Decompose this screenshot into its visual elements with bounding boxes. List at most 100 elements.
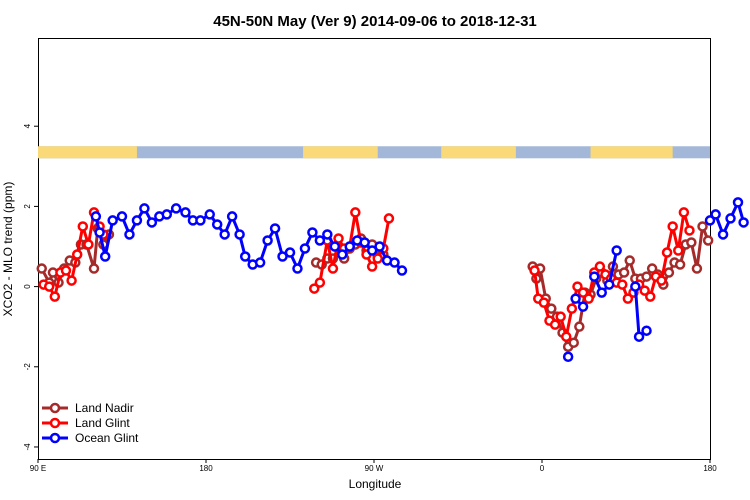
axes: 90 E 180 90 W 0 180 -4 -2 0 2 4	[23, 123, 717, 473]
land-glint-point-0-5	[66, 275, 77, 286]
land-glint-point-1-0	[309, 283, 320, 294]
ocean-glint-point-3-3	[611, 245, 622, 256]
ocean-glint-point-0-22	[254, 257, 266, 268]
land-glint-point-2-7	[566, 303, 578, 314]
ocean-glint-point-0-26	[284, 247, 296, 258]
land-glint-point-2-5	[555, 311, 566, 322]
ocean-glint-point-3-2	[603, 279, 615, 290]
land-glint-point-1-7	[350, 207, 361, 218]
ocean-glint-point-0-11	[170, 203, 182, 214]
data-series	[36, 197, 749, 363]
ocean-glint-point-0-15	[204, 209, 215, 220]
ocean-glint-point-0-4	[116, 211, 128, 222]
ocean-glint-point-5-5	[738, 217, 749, 228]
ocean-glint-point-0-10	[161, 209, 173, 220]
ocean-glint-point-5-0	[704, 215, 716, 226]
ocean-glint-point-0-5	[124, 229, 135, 240]
land-nadir-point-2-17	[618, 267, 630, 278]
x-tick-label-4: 180	[703, 464, 717, 473]
ocean-glint-point-1-0	[562, 351, 574, 363]
ocean-glint-point-0-18	[226, 211, 238, 222]
y-tick-label-4: 4	[23, 123, 32, 128]
ocean-glint-point-2-0	[570, 293, 581, 304]
land-glint-point-0-1	[43, 281, 55, 292]
land-glint-point-1-10	[366, 261, 378, 272]
legend-label-ocean-glint: Ocean Glint	[75, 431, 139, 445]
ocean-glint-point-0-29	[307, 227, 318, 238]
land-glint-point-2-16	[617, 279, 628, 290]
ocean-glint-point-0-40	[389, 257, 400, 268]
ocean-glint-point-0-3	[107, 215, 118, 226]
ocean-glint-point-5-4	[732, 197, 744, 208]
ocean-glint-point-0-31	[322, 229, 333, 240]
land-glint-point-2-0	[529, 265, 540, 276]
ocean-glint-point-0-1	[94, 227, 105, 238]
land-nadir-point-0-0	[36, 263, 47, 274]
land-glint-point-2-20	[639, 285, 650, 296]
land-glint-point-2-6	[561, 331, 572, 342]
chart-title: 45N-50N May (Ver 9) 2014-09-06 to 2018-1…	[213, 13, 537, 30]
ocean-glint-point-4-1	[633, 331, 645, 342]
land-glint-point-1-11	[372, 253, 383, 264]
ocean-glint-point-0-38	[374, 241, 385, 252]
ocean-glint-point-3-1	[596, 287, 607, 298]
land-glint-point-1-13	[383, 213, 395, 224]
ocean-glint-point-0-36	[359, 237, 370, 248]
land-nadir-point-2-32	[702, 235, 714, 246]
ocean-glint-point-0-27	[292, 263, 303, 274]
land-glint-point-1-1	[314, 277, 326, 288]
land-glint-point-2-27	[678, 207, 690, 218]
ocean-glint-point-0-28	[299, 243, 311, 254]
land-nadir-point-2-21	[641, 271, 652, 282]
x-tick-label-0: 90 E	[30, 464, 46, 473]
ocean-glint-point-0-2	[99, 251, 111, 262]
ocean-glint-point-0-34	[344, 241, 355, 252]
x-tick-label-1: 180	[199, 464, 213, 473]
land-nadir-point-2-29	[686, 237, 697, 248]
ocean-glint-point-4-2	[641, 325, 652, 336]
land-glint-point-2-17	[622, 293, 634, 304]
ocean-glint-point-0-32	[329, 241, 341, 252]
y-tick-label-0: -4	[23, 443, 32, 451]
legend-label-land-glint: Land Glint	[75, 416, 130, 430]
ocean-glint-point-0-24	[269, 223, 281, 234]
land-glint-point-0-2	[49, 291, 61, 302]
land-nadir-point-2-8	[568, 337, 579, 348]
ocean-glint-point-0-37	[366, 245, 378, 256]
land-glint-point-2-26	[673, 245, 684, 256]
land-glint-point-2-4	[549, 319, 561, 330]
land-band-1	[303, 146, 378, 159]
y-tick-label-2: 0	[23, 284, 32, 289]
ocean-glint-point-0-25	[277, 251, 288, 262]
ocean-glint-point-0-20	[239, 251, 251, 262]
ocean-glint-point-5-1	[710, 209, 721, 220]
land-band-2	[441, 146, 516, 159]
land-glint-point-2-9	[577, 287, 589, 298]
land-nadir-point-2-31	[697, 221, 708, 232]
ocean-glint-point-5-3	[725, 213, 736, 224]
land-glint-point-2-2	[538, 297, 550, 308]
land-nadir-point-0-9	[88, 263, 100, 274]
ocean-glint-point-0-8	[146, 217, 158, 228]
ocean-glint-point-3-0	[589, 271, 600, 282]
y-tick-label-1: -2	[23, 363, 32, 371]
ocean-glint-point-0-12	[180, 207, 191, 218]
series-ocean-glint	[90, 197, 749, 363]
land-band-3	[590, 146, 673, 159]
land-band-0	[38, 146, 137, 159]
ocean-glint-point-2-1	[577, 301, 589, 312]
ocean-glint-point-4-0	[630, 281, 641, 292]
x-tick-label-3: 0	[540, 464, 545, 473]
land-glint-point-2-21	[645, 291, 656, 302]
legend-marker-ocean-glint	[49, 432, 61, 444]
land-nadir-point-2-4	[546, 303, 557, 314]
land-glint-point-2-8	[572, 281, 583, 292]
ocean-glint-point-0-23	[262, 235, 273, 246]
ocean-glint-point-0-33	[337, 249, 348, 260]
land-glint-point-2-28	[684, 225, 695, 236]
ocean-glint-point-0-30	[314, 235, 326, 246]
ocean-glint-point-0-0	[90, 211, 102, 222]
land-glint-point-0-6	[71, 249, 83, 260]
